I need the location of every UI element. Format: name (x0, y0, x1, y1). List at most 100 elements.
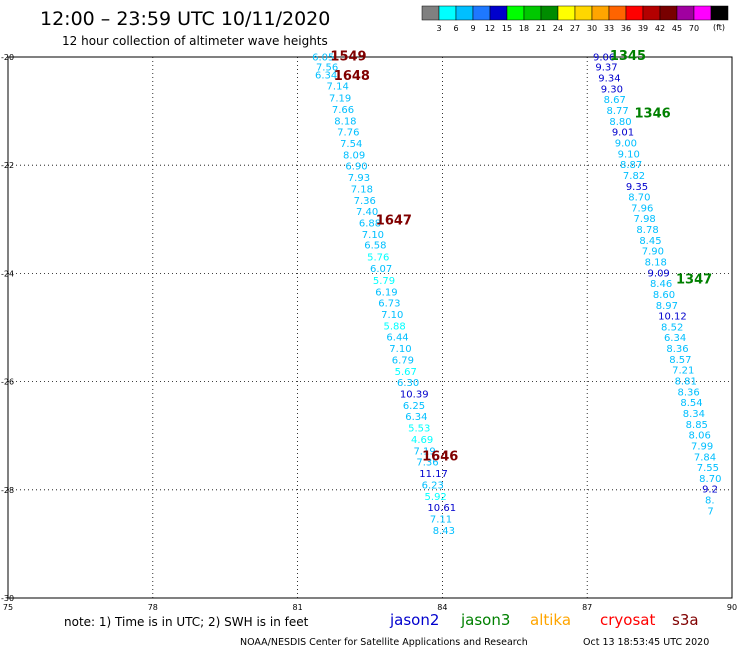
wave-height-value: 7.56 (316, 63, 338, 74)
wave-height-value: 7.90 (642, 247, 664, 258)
scale-tick-label: 39 (638, 24, 648, 33)
wave-height-value: 8. (705, 496, 715, 507)
wave-height-value: 10.39 (400, 390, 429, 401)
pass-number-label: 1648 (334, 69, 370, 84)
scale-tick-label: 24 (553, 24, 563, 33)
scale-swatch (455, 5, 474, 21)
wave-height-value: 6.25 (403, 401, 425, 412)
scale-tick-label: 27 (570, 24, 580, 33)
wave-height-value: 8.67 (604, 95, 626, 106)
wave-height-color-scale: 3 6 9 12 15 18 21 24 27 30 33 36 39 42 45 70 (421, 5, 729, 33)
scale-swatch (574, 5, 593, 21)
scale-tick-label: 9 (470, 24, 475, 33)
wave-height-value: 9.00 (615, 138, 637, 149)
wave-height-value: 6.88 (359, 219, 381, 230)
satellite-legend-entry: altika (530, 611, 571, 629)
wave-height-value: 6.58 (364, 241, 386, 252)
scale-tick-label: 12 (485, 24, 495, 33)
wave-height-value: 5.79 (373, 276, 395, 287)
wave-height-value: 11.17 (419, 469, 448, 480)
wave-height-value: 7.10 (381, 310, 403, 321)
map-subtitle: 12 hour collection of altimeter wave hei… (62, 34, 328, 48)
wave-height-value: 7.40 (356, 207, 378, 218)
wave-height-value: 8.60 (653, 290, 675, 301)
wave-height-value: 8.18 (334, 116, 356, 127)
wave-height-value: 8.70 (628, 193, 650, 204)
scale-swatch (676, 5, 695, 21)
wave-height-value: 9.09 (648, 268, 670, 279)
wave-height-value: 7 (707, 506, 713, 517)
wave-height-value: 9.35 (626, 182, 648, 193)
pass-number-label: 1347 (676, 272, 712, 287)
wave-height-value: 8.54 (680, 398, 702, 409)
lon-tick-label: 84 (437, 603, 447, 612)
scale-tick-label: 45 (672, 24, 682, 33)
wave-height-value: 6.34 (405, 412, 427, 423)
scale-swatch (540, 5, 559, 21)
map-title: 12:00 – 23:59 UTC 10/11/2020 (40, 8, 330, 30)
wave-height-value: 7.10 (362, 230, 384, 241)
scale-tick-label: 18 (519, 24, 529, 33)
wave-height-value: 7.76 (337, 128, 359, 139)
wave-height-value: 7.99 (691, 441, 713, 452)
pass-number-label: 1549 (330, 49, 366, 64)
scale-tick-label: 30 (587, 24, 597, 33)
lon-tick-label: 87 (582, 603, 592, 612)
lat-tick-label: -30 (1, 594, 14, 603)
satellite-legend-entry: jason2 (389, 611, 439, 629)
scale-tick-label: 42 (655, 24, 665, 33)
satellite-legend-entry: s3a (672, 611, 699, 629)
lat-lon-grid (8, 57, 732, 598)
wave-height-value: 10.61 (427, 503, 456, 514)
scale-swatch (472, 5, 491, 21)
wave-height-value: 8.70 (699, 474, 721, 485)
wave-height-value: 9.30 (601, 84, 623, 95)
wave-height-value: 7.84 (694, 452, 716, 463)
scale-swatch (438, 5, 457, 21)
pass-number-label: 1346 (635, 107, 671, 122)
wave-height-value: 6.30 (397, 378, 419, 389)
pass-number-label: 1647 (376, 213, 412, 228)
wave-height-value: 8.36 (666, 344, 688, 355)
track-left-observations: 6.057.566.347.147.197.668.187.767.548.09… (312, 52, 456, 536)
pass-number-labels: 1549 1648 1647 1646 1345 1346 1347 (330, 49, 712, 465)
wave-height-value: 7.82 (623, 171, 645, 182)
wave-height-value: 6.19 (375, 287, 397, 298)
scale-swatch (421, 5, 440, 21)
wave-height-value: 6.34 (664, 333, 686, 344)
wave-height-value: 7.11 (430, 514, 452, 525)
wave-height-value: 9.34 (598, 74, 620, 85)
wave-height-value: 9.10 (618, 149, 640, 160)
wave-height-value: 8.97 (656, 301, 678, 312)
scale-swatch (659, 5, 678, 21)
wave-height-value: 6.05 (312, 52, 334, 63)
lon-tick-label: 78 (148, 603, 158, 612)
wave-height-value: 6.07 (370, 264, 392, 275)
lat-tick-label: -26 (1, 378, 14, 387)
scale-tick-label: 70 (689, 24, 699, 33)
axis-ticks: 75 78 81 84 87 90 -20 -22 -24 -26 -28 -30 (1, 53, 737, 612)
wave-height-value: 7.66 (332, 105, 354, 116)
lat-tick-label: -28 (1, 486, 14, 495)
wave-height-value: 8.46 (650, 279, 672, 290)
scale-swatch (608, 5, 627, 21)
wave-height-value: 6.79 (392, 355, 414, 366)
wave-height-value: 5.88 (384, 321, 406, 332)
scale-tick-label: 15 (502, 24, 512, 33)
footer-credit: NOAA/NESDIS Center for Satellite Applica… (240, 637, 528, 648)
map-plot-area: 75 78 81 84 87 90-20-22-24-26-28-30 6.057.566… (1, 49, 737, 612)
scale-swatch (642, 5, 661, 21)
wave-height-value: 7.21 (672, 366, 694, 377)
wave-height-value: 7.19 (413, 446, 435, 457)
wave-height-value: 8.34 (683, 409, 705, 420)
scale-tick-label: 3 (436, 24, 441, 33)
scale-tick-label: 21 (536, 24, 546, 33)
wave-height-value: 5.67 (395, 367, 417, 378)
scale-swatch (506, 5, 525, 21)
wave-height-value: 7.10 (389, 344, 411, 355)
wave-height-value: 8.80 (609, 117, 631, 128)
pass-number-label: 1345 (610, 49, 646, 64)
scale-tick-label: 36 (621, 24, 631, 33)
wave-height-value: 8.36 (677, 387, 699, 398)
wave-height-value: 7.54 (340, 139, 362, 150)
